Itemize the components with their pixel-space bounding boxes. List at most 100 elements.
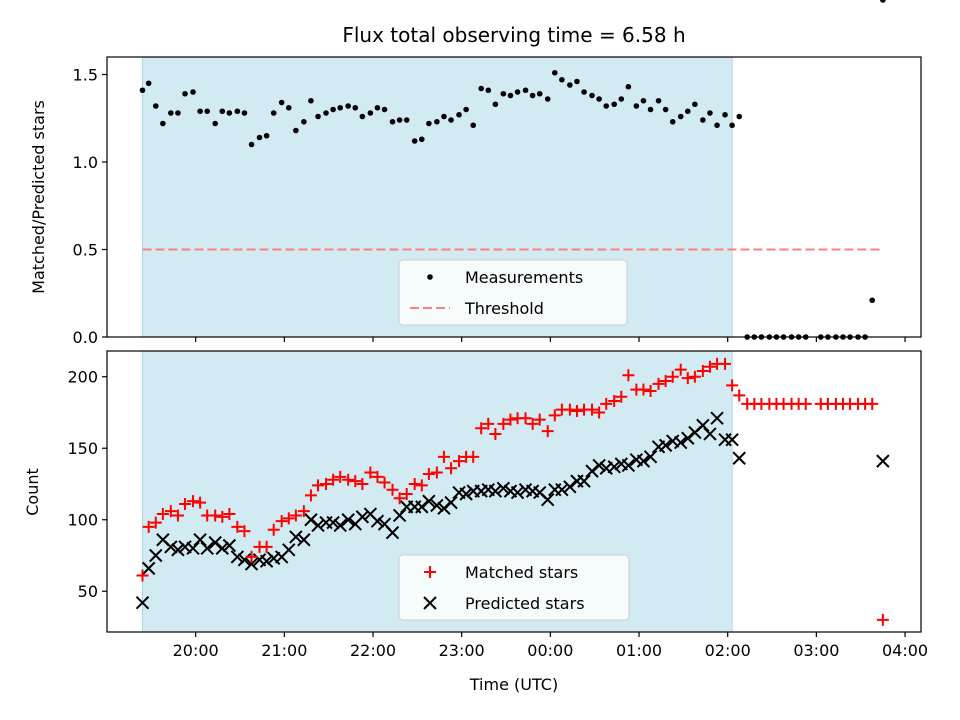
predicted-star-point — [282, 543, 296, 557]
predicted-star-point — [732, 451, 746, 465]
measurement-point — [345, 103, 351, 109]
matched-star-point — [289, 509, 302, 522]
matched-star-point — [637, 383, 650, 396]
chart-title: Flux total observing time = 6.58 h — [342, 23, 685, 47]
ratio-panel-frame — [106, 56, 922, 338]
predicted-star-point — [422, 494, 436, 508]
measurement-point — [301, 118, 307, 125]
measurement-point — [263, 132, 270, 139]
predicted-star-point — [496, 481, 511, 495]
measurement-point — [197, 108, 203, 115]
predicted-star-point — [592, 458, 606, 473]
measurement-point — [411, 138, 418, 144]
matched-star-point — [541, 425, 554, 438]
measurement-point — [722, 111, 728, 118]
matched-star-point — [164, 505, 177, 518]
matched-star-point — [312, 479, 325, 492]
predicted-star-point — [149, 548, 163, 563]
matched-star-point — [519, 412, 532, 425]
measurement-point — [647, 106, 654, 113]
predicted-legend-marker — [423, 596, 437, 610]
predicted-star-point — [164, 540, 178, 554]
matched-star-point — [593, 406, 606, 419]
matched-star-point — [349, 475, 362, 488]
threshold-legend-label: Threshold — [464, 299, 544, 318]
predicted-star-point — [444, 495, 458, 510]
predicted-star-point — [297, 533, 311, 547]
ratio-y-axis-label: Matched/Predicted stars — [29, 100, 48, 294]
predicted-star-point — [710, 411, 724, 425]
x-tick-label: 01:00 — [616, 641, 662, 660]
measurement-point — [707, 110, 713, 116]
measurement-point — [337, 104, 344, 111]
matched-star-point — [304, 489, 317, 502]
measurement-point — [522, 87, 529, 94]
measurements-legend-marker — [427, 274, 433, 280]
matched-star-point — [356, 477, 369, 490]
measurement-point — [278, 99, 285, 106]
measurement-point — [640, 97, 647, 104]
measurement-point — [669, 118, 676, 125]
predicted-star-point — [636, 454, 651, 468]
matched-star-point — [866, 397, 879, 410]
measurement-point — [544, 96, 551, 102]
matched-star-point — [733, 389, 746, 402]
measurement-point — [175, 110, 181, 116]
measurement-point — [470, 122, 477, 129]
matched-star-point — [364, 466, 377, 479]
matched-star-point — [674, 363, 687, 376]
predicted-star-point — [355, 510, 370, 524]
matched-star-point — [386, 483, 399, 496]
y-tick-label: 1.0 — [73, 153, 98, 172]
predicted-star-point — [621, 458, 636, 473]
matched-star-point — [297, 505, 310, 518]
matched-legend-label: Matched stars — [465, 563, 578, 582]
measurement-point — [234, 108, 241, 115]
matched-star-point — [719, 357, 732, 370]
measurement-point — [256, 134, 263, 141]
measurement-point — [330, 106, 336, 113]
measurement-point — [248, 141, 255, 148]
measurement-point — [463, 106, 469, 113]
predicted-star-point — [488, 484, 503, 498]
ratio-panel: 0.0 0.5 1.0 1.5 Matched/Predicted stars Mea… — [29, 0, 922, 347]
predicted-star-point — [577, 474, 591, 488]
matched-star-point — [608, 395, 621, 408]
predicted-star-point — [237, 553, 252, 567]
measurement-points — [139, 0, 886, 340]
y-tick-label: 50 — [78, 582, 98, 601]
measurement-point — [381, 106, 388, 113]
measurement-point — [700, 117, 706, 123]
measurement-point — [581, 89, 587, 95]
matched-star-point — [136, 569, 149, 582]
matched-star-point — [688, 370, 701, 383]
count-panel: 50 100 150 200 20:00 21:00 22:00 23:00 00:00 01:… — [23, 350, 928, 694]
predicted-star-point — [430, 498, 444, 513]
matched-star-point — [371, 470, 384, 483]
predicted-star-point — [259, 554, 274, 568]
matched-star-point — [393, 492, 406, 505]
predicted-star-point — [392, 508, 407, 523]
y-tick-label: 150 — [67, 439, 98, 458]
measurement-point — [485, 87, 492, 94]
measurement-point — [226, 110, 233, 116]
predicted-star-point — [540, 493, 555, 507]
matched-star-point — [526, 417, 539, 430]
predicted-star-point — [244, 557, 259, 571]
ratio-legend: Measurements Threshold — [398, 259, 628, 326]
measurement-point — [589, 92, 595, 99]
measurements-legend-label: Measurements — [465, 268, 583, 287]
measurement-point — [611, 101, 617, 108]
measurement-point — [500, 90, 507, 97]
predicted-star-point — [703, 427, 717, 441]
measurement-point — [367, 110, 374, 116]
measurement-point — [145, 80, 152, 87]
measurement-point — [293, 127, 299, 134]
matched-star-point — [430, 466, 443, 479]
measurement-point — [212, 120, 218, 127]
measurement-point — [655, 97, 662, 104]
measurement-point — [692, 101, 698, 108]
predicted-legend-label: Predicted stars — [465, 594, 585, 613]
predicted-star-point — [696, 418, 710, 433]
measurement-point — [567, 82, 573, 88]
